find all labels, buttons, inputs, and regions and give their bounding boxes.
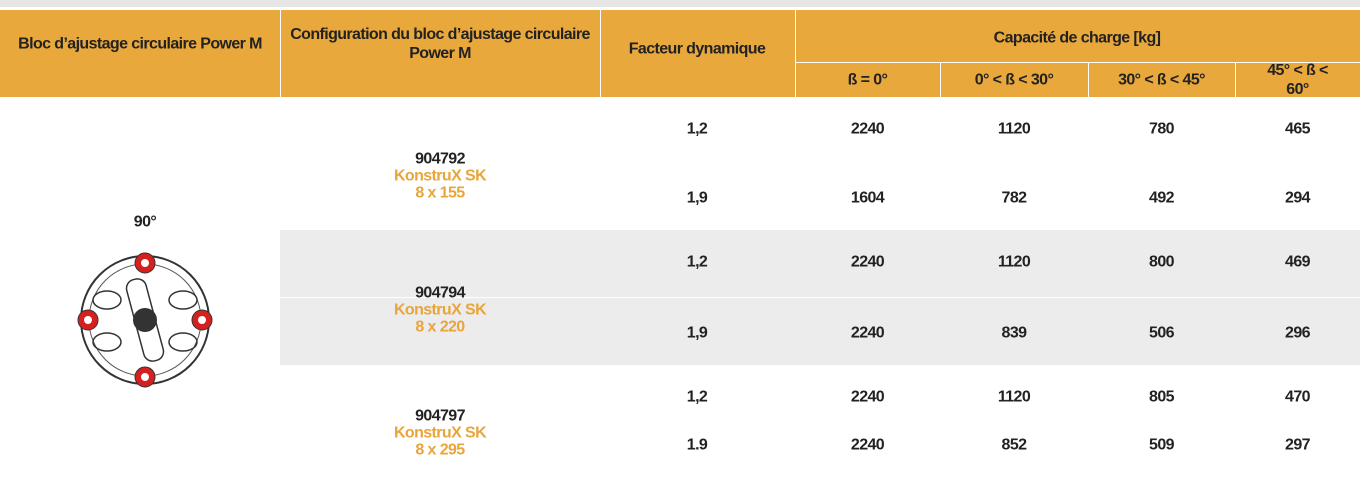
dynamic-factor: 1,2 xyxy=(687,388,707,407)
load-capacity: 839 xyxy=(1002,324,1027,343)
header-divider xyxy=(1088,62,1089,97)
header-cell: Facteur dynamique xyxy=(602,40,792,59)
subheader-cell: 45° < ß < 60° xyxy=(1266,61,1329,99)
load-capacity: 805 xyxy=(1149,388,1174,407)
header-divider xyxy=(940,62,941,97)
load-capacity: 297 xyxy=(1285,436,1310,455)
load-capacity: 470 xyxy=(1285,388,1310,407)
subheader-cell: 30° < ß < 45° xyxy=(1118,71,1205,90)
load-capacity: 294 xyxy=(1285,189,1310,208)
load-capacity: 2240 xyxy=(851,253,884,272)
article-size: 8 x 295 xyxy=(415,441,464,460)
subheader-cell: ß = 0° xyxy=(848,71,888,90)
article-size: 8 x 155 xyxy=(415,183,464,202)
load-capacity: 800 xyxy=(1149,253,1174,272)
load-capacity: 1120 xyxy=(998,253,1030,272)
header-divider xyxy=(600,10,601,97)
dynamic-factor: 1.9 xyxy=(687,436,707,455)
load-capacity: 465 xyxy=(1285,120,1310,139)
load-capacity: 852 xyxy=(1002,436,1027,455)
load-capacity: 782 xyxy=(1002,189,1027,208)
subheader-cell: 0° < ß < 30° xyxy=(975,71,1054,90)
article-size: 8 x 220 xyxy=(415,317,464,336)
load-capacity: 1120 xyxy=(998,388,1030,407)
load-capacity: 492 xyxy=(1149,189,1174,208)
header-cell: Configuration du bloc d’ajustage circula… xyxy=(285,25,595,63)
load-capacity: 469 xyxy=(1285,253,1310,272)
header-divider xyxy=(280,10,281,97)
load-capacity: 1604 xyxy=(851,189,884,208)
top-strip xyxy=(0,0,1360,7)
load-capacity: 780 xyxy=(1149,120,1174,139)
dynamic-factor: 1,9 xyxy=(687,324,707,343)
dynamic-factor: 1,2 xyxy=(687,120,707,139)
device-image xyxy=(55,248,235,393)
header-divider xyxy=(795,10,796,97)
load-capacity: 509 xyxy=(1149,436,1174,455)
dynamic-factor: 1,2 xyxy=(687,253,707,272)
load-capacity: 1120 xyxy=(998,120,1030,139)
header-cell: Capacité de charge [kg] xyxy=(827,29,1327,48)
load-capacity: 506 xyxy=(1149,324,1174,343)
header-divider xyxy=(1235,62,1236,97)
header-cell: Bloc d’ajustage circulaire Power M xyxy=(0,35,280,54)
load-capacity: 296 xyxy=(1285,324,1310,343)
dynamic-factor: 1,9 xyxy=(687,189,707,208)
load-capacity: 2240 xyxy=(851,120,884,139)
angle-label: 90° xyxy=(134,213,156,232)
load-capacity: 2240 xyxy=(851,436,884,455)
load-capacity: 2240 xyxy=(851,324,884,343)
page: Bloc d’ajustage circulaire Power M Config… xyxy=(0,0,1360,477)
load-capacity: 2240 xyxy=(851,388,884,407)
